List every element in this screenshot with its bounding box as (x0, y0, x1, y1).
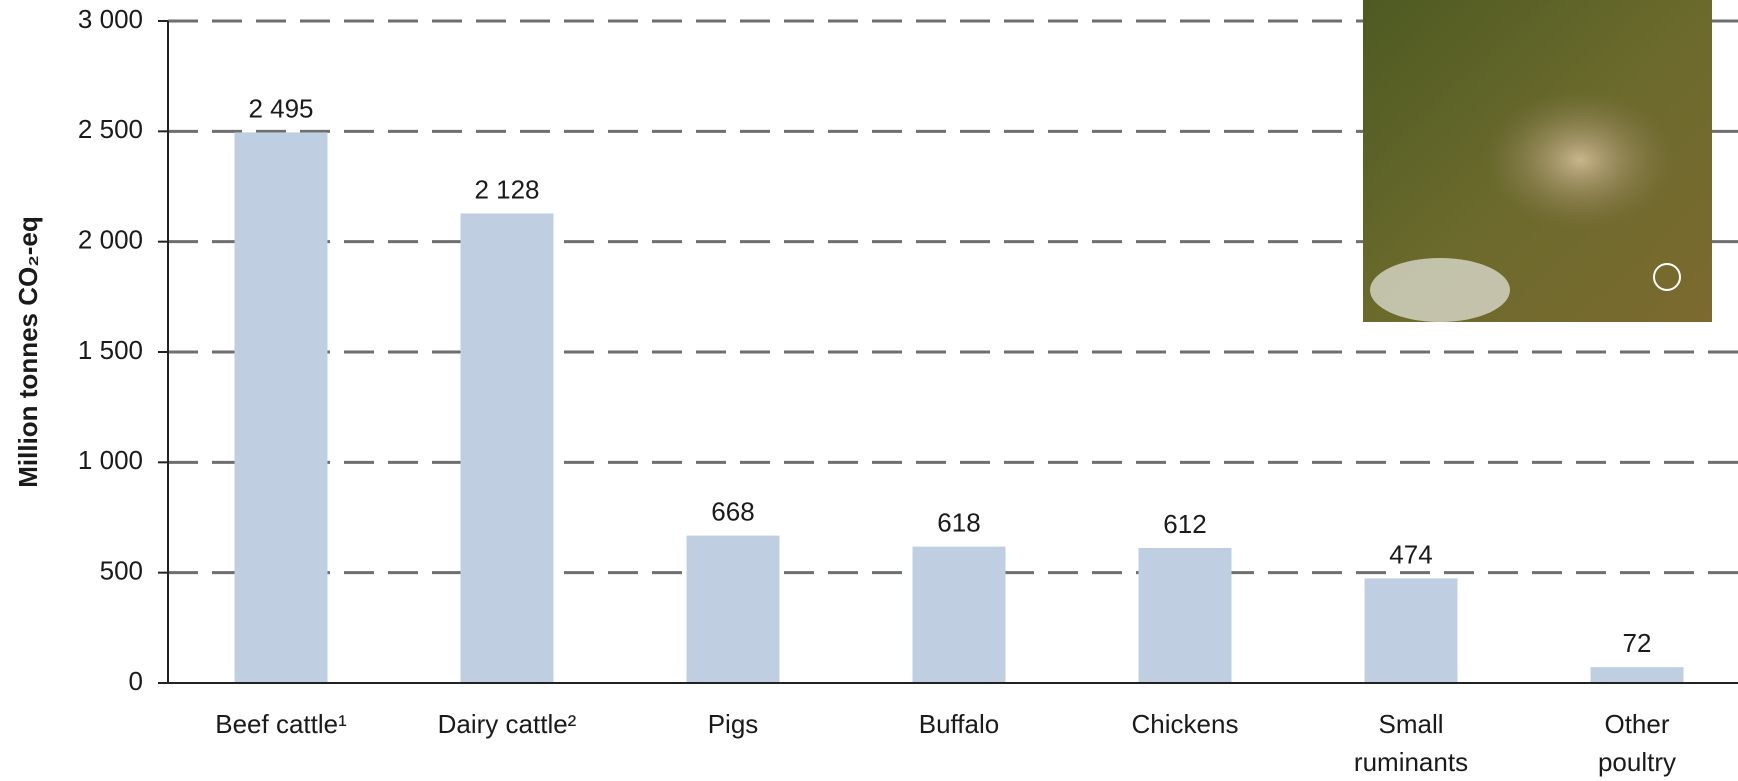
y-tick-label: 2 500 (78, 114, 143, 144)
value-label: 474 (1389, 539, 1432, 569)
y-tick-label: 500 (100, 556, 143, 586)
bar (1364, 578, 1458, 683)
x-tick-label: Dairy cattle² (437, 709, 577, 739)
value-label: 618 (937, 508, 980, 538)
value-label: 612 (1163, 509, 1206, 539)
bar (460, 213, 554, 683)
bar (912, 546, 1006, 683)
y-tick-label: 0 (129, 666, 143, 696)
bar (686, 535, 780, 683)
value-label: 2 128 (474, 174, 539, 204)
x-tick-label: Chickens (1131, 709, 1239, 739)
x-tick-label: Beef cattle¹ (215, 709, 347, 739)
y-axis-title: Million tonnes CO₂-eq (13, 216, 43, 488)
y-tick-label: 1 000 (78, 445, 143, 475)
value-label: 72 (1623, 628, 1652, 658)
y-tick-label: 3 000 (78, 4, 143, 34)
cover-photo (1363, 0, 1712, 322)
bar (1138, 547, 1232, 683)
x-tick-label: Other poultry (1597, 709, 1677, 777)
value-label: 2 495 (248, 93, 313, 123)
y-tick-label: 1 500 (78, 335, 143, 365)
x-tick-label: Pigs (707, 709, 759, 739)
bar (1590, 667, 1684, 683)
x-tick-label: Small ruminants (1353, 709, 1469, 777)
bar (234, 132, 328, 684)
x-tick-label: Buffalo (918, 709, 1000, 739)
value-label: 668 (711, 496, 754, 526)
y-tick-label: 2 000 (78, 225, 143, 255)
